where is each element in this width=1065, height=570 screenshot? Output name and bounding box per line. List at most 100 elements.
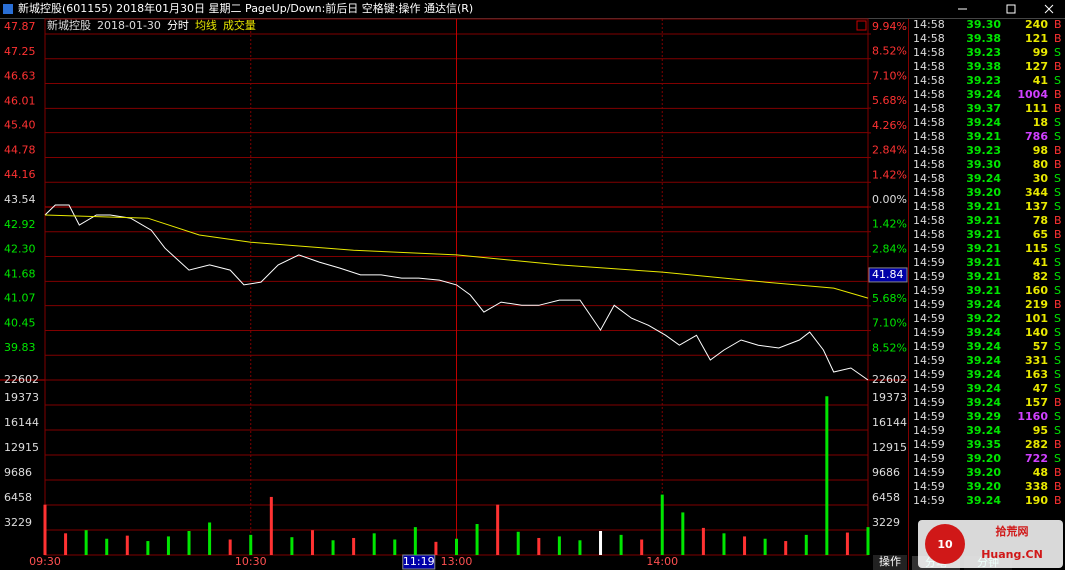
trade-side: S — [1054, 270, 1061, 283]
trade-time: 14:58 — [913, 186, 945, 199]
trade-time: 14:58 — [913, 60, 945, 73]
trade-volume: 101 — [1025, 312, 1048, 325]
watermark-logo: 10 — [937, 538, 953, 551]
trade-volume: 98 — [1033, 144, 1048, 157]
y-tick-label: 44.16 — [4, 168, 36, 181]
close[interactable] — [1044, 4, 1054, 14]
volume-bar — [557, 536, 561, 555]
volume-bar — [64, 533, 68, 555]
trade-time: 14:58 — [913, 18, 945, 31]
y-tick-label: 9686 — [4, 466, 32, 479]
trade-side: B — [1054, 88, 1062, 101]
trade-side: B — [1054, 228, 1062, 241]
volume-bar — [516, 531, 520, 555]
y-tick-label: 47.87 — [4, 20, 36, 33]
window-title: 新城控股(601155) 2018年01月30日 星期二 PageUp/Down… — [18, 1, 473, 15]
y-tick-label: 42.92 — [4, 218, 36, 231]
volume-bar — [146, 541, 150, 555]
trade-time: 14:59 — [913, 438, 945, 451]
app-icon — [3, 4, 13, 14]
trade-volume: 282 — [1025, 438, 1048, 451]
trade-price: 39.21 — [966, 270, 1001, 283]
y-tick-label: 41.07 — [4, 292, 36, 305]
trade-price: 39.20 — [966, 480, 1001, 493]
trade-volume: 30 — [1033, 172, 1049, 185]
volume-bar — [599, 530, 603, 555]
trade-volume: 41 — [1033, 256, 1048, 269]
y2-tick-label: 1.42% — [872, 168, 907, 181]
trade-price: 39.38 — [966, 60, 1001, 73]
trade-side: B — [1054, 102, 1062, 115]
trade-volume: 65 — [1033, 228, 1048, 241]
y-tick-label: 40.45 — [4, 316, 36, 329]
trade-volume: 111 — [1025, 102, 1048, 115]
y2-tick-label: 9.94% — [872, 20, 907, 33]
x-tick-label: 13:00 — [441, 555, 473, 568]
trade-price: 39.23 — [966, 46, 1001, 59]
trade-price: 39.20 — [966, 452, 1001, 465]
trade-time: 14:59 — [913, 424, 945, 437]
panel-icon[interactable] — [856, 20, 867, 31]
volume-bar — [249, 534, 253, 555]
trade-volume: 99 — [1033, 46, 1048, 59]
trade-time: 14:58 — [913, 200, 945, 213]
volume-bar — [372, 533, 376, 555]
bottom-button[interactable]: 操作 — [879, 554, 901, 568]
y-tick-label-right: 12915 — [872, 441, 907, 454]
trade-side: B — [1054, 144, 1062, 157]
volume-bar — [208, 522, 212, 555]
trade-side: S — [1054, 116, 1061, 129]
legend-entry: 均线 — [195, 18, 217, 32]
volume-bar — [681, 512, 685, 555]
trade-side: S — [1054, 46, 1061, 59]
trade-side: S — [1054, 410, 1061, 423]
volume-bar — [269, 496, 273, 555]
trade-time: 14:59 — [913, 242, 945, 255]
trade-volume: 163 — [1025, 368, 1048, 381]
trade-price: 39.24 — [966, 340, 1001, 353]
trade-time: 14:59 — [913, 340, 945, 353]
trade-price: 39.23 — [966, 74, 1001, 87]
x-tick-label: 14:00 — [646, 555, 678, 568]
trade-price: 39.24 — [966, 396, 1001, 409]
window-controls[interactable] — [958, 4, 1054, 14]
trade-side: S — [1054, 284, 1061, 297]
trade-volume: 48 — [1033, 466, 1048, 479]
y-tick-label: 41.68 — [4, 267, 36, 280]
trade-side: S — [1054, 256, 1061, 269]
y-tick-label: 47.25 — [4, 45, 36, 58]
trade-side: S — [1054, 242, 1061, 255]
volume-bar — [84, 530, 88, 555]
price-line — [44, 204, 869, 381]
bottom-button-bg[interactable] — [873, 555, 907, 570]
trade-price: 39.24 — [966, 354, 1001, 367]
trade-price: 39.30 — [966, 18, 1001, 31]
volume-bar — [722, 533, 726, 555]
restore[interactable] — [1006, 4, 1016, 14]
trade-price: 39.24 — [966, 368, 1001, 381]
volume-bar — [825, 396, 829, 555]
volume-bar — [475, 524, 479, 555]
trade-side: S — [1054, 424, 1061, 437]
volume-bar — [619, 534, 623, 555]
trade-price: 39.21 — [966, 214, 1001, 227]
volume-bar — [187, 530, 191, 555]
trade-volume: 338 — [1025, 480, 1048, 493]
trade-time: 14:58 — [913, 130, 945, 143]
trade-price: 39.22 — [966, 312, 1001, 325]
trade-volume: 137 — [1025, 200, 1048, 213]
y-tick-label: 45.40 — [4, 119, 36, 132]
legend-entry: 2018-01-30 — [97, 19, 161, 32]
trade-time: 14:58 — [913, 172, 945, 185]
trade-volume: 157 — [1025, 396, 1048, 409]
volume-bar — [331, 540, 335, 555]
trade-side: B — [1054, 438, 1062, 451]
trade-price: 39.38 — [966, 32, 1001, 45]
y-tick-label: 46.01 — [4, 94, 36, 107]
trade-price: 39.21 — [966, 284, 1001, 297]
trade-volume: 80 — [1033, 158, 1049, 171]
trade-volume: 331 — [1025, 354, 1048, 367]
trade-side: S — [1054, 74, 1061, 87]
trade-price: 39.20 — [966, 466, 1001, 479]
cursor-x-label: 11:19 — [403, 555, 435, 568]
